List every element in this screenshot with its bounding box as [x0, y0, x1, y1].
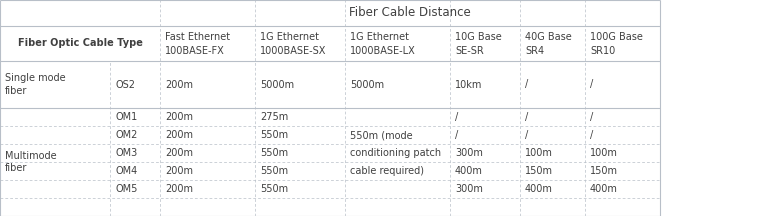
Text: Fiber Cable Distance: Fiber Cable Distance — [349, 6, 471, 19]
Text: 1G Ethernet: 1G Ethernet — [260, 32, 319, 41]
Text: 550m: 550m — [260, 148, 288, 158]
Text: 1G Ethernet: 1G Ethernet — [350, 32, 409, 41]
Text: 5000m: 5000m — [350, 79, 384, 89]
Text: 100m: 100m — [590, 148, 618, 158]
Text: OM3: OM3 — [115, 148, 137, 158]
Text: 200m: 200m — [165, 112, 193, 122]
Text: Fiber Optic Cable Type: Fiber Optic Cable Type — [18, 38, 142, 49]
Text: 150m: 150m — [525, 166, 553, 176]
Text: OM4: OM4 — [115, 166, 137, 176]
Text: /: / — [525, 79, 528, 89]
Text: 300m: 300m — [455, 148, 483, 158]
Text: conditioning patch: conditioning patch — [350, 148, 441, 158]
Text: Fast Ethernet: Fast Ethernet — [165, 32, 230, 41]
Text: 400m: 400m — [590, 184, 618, 194]
Text: 550m (mode: 550m (mode — [350, 130, 412, 140]
Text: 300m: 300m — [455, 184, 483, 194]
Text: 200m: 200m — [165, 166, 193, 176]
Text: SE-SR: SE-SR — [455, 46, 484, 56]
Text: 200m: 200m — [165, 184, 193, 194]
Text: 400m: 400m — [455, 166, 483, 176]
Text: Single mode
fiber: Single mode fiber — [5, 73, 65, 96]
Text: 200m: 200m — [165, 130, 193, 140]
Text: 100BASE-FX: 100BASE-FX — [165, 46, 225, 56]
Text: OM1: OM1 — [115, 112, 137, 122]
Text: 200m: 200m — [165, 148, 193, 158]
Text: 10G Base: 10G Base — [455, 32, 502, 41]
Text: cable required): cable required) — [350, 166, 424, 176]
Text: /: / — [525, 112, 528, 122]
Text: OM5: OM5 — [115, 184, 137, 194]
Text: 1000BASE-LX: 1000BASE-LX — [350, 46, 415, 56]
Text: 150m: 150m — [590, 166, 618, 176]
Text: 200m: 200m — [165, 79, 193, 89]
Text: /: / — [525, 130, 528, 140]
Text: /: / — [455, 130, 458, 140]
Text: /: / — [590, 130, 593, 140]
Text: /: / — [590, 79, 593, 89]
Text: 550m: 550m — [260, 184, 288, 194]
Text: 1000BASE-SX: 1000BASE-SX — [260, 46, 326, 56]
Text: SR4: SR4 — [525, 46, 544, 56]
Text: SR10: SR10 — [590, 46, 615, 56]
Text: /: / — [455, 112, 458, 122]
Text: OS2: OS2 — [115, 79, 135, 89]
Text: 100m: 100m — [525, 148, 553, 158]
Text: 550m: 550m — [260, 130, 288, 140]
Text: Multimode
fiber: Multimode fiber — [5, 151, 57, 173]
Text: 550m: 550m — [260, 166, 288, 176]
Text: /: / — [590, 112, 593, 122]
Text: OM2: OM2 — [115, 130, 137, 140]
Text: 40G Base: 40G Base — [525, 32, 571, 41]
Text: 5000m: 5000m — [260, 79, 294, 89]
Text: 100G Base: 100G Base — [590, 32, 643, 41]
Text: 275m: 275m — [260, 112, 288, 122]
Text: 10km: 10km — [455, 79, 482, 89]
Text: 400m: 400m — [525, 184, 553, 194]
